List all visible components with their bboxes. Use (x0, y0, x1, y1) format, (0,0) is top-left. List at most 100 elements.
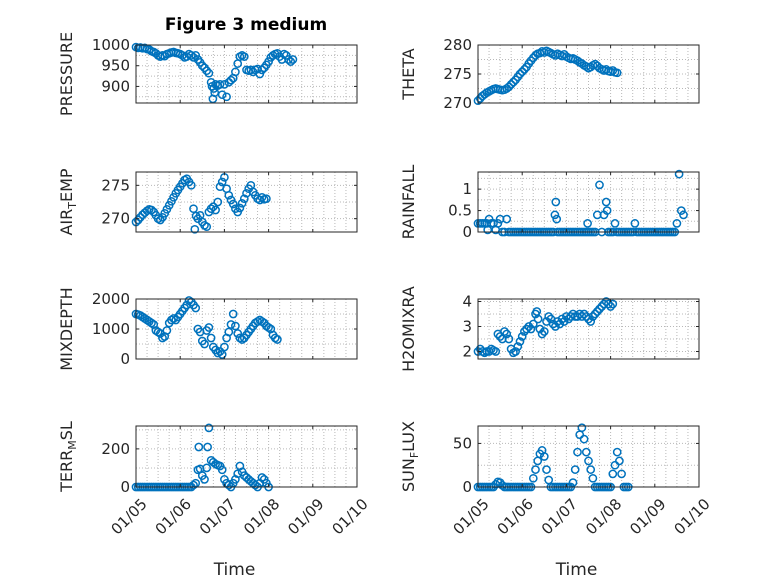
data-point (493, 219, 503, 228)
data-point (539, 327, 549, 336)
y-tick-label: 1000 (92, 36, 130, 54)
data-point (264, 57, 273, 66)
data-point (531, 51, 540, 60)
subplot-4-markers (131, 296, 282, 359)
data-point (511, 347, 520, 356)
data-point (502, 214, 512, 224)
data-point (213, 197, 223, 207)
y-tick-label: 0.5 (448, 202, 472, 220)
y-tick-label: 270 (101, 210, 130, 228)
y-tick-label: 0 (120, 478, 130, 496)
data-point (528, 473, 538, 483)
data-point (504, 334, 514, 344)
data-point (189, 53, 198, 62)
data-point (674, 169, 684, 179)
y-axis-label-sun-flux: SUNFLUX (399, 421, 421, 492)
data-point (586, 465, 596, 474)
data-point (162, 326, 172, 335)
data-point (217, 177, 227, 187)
data-point (612, 68, 622, 78)
data-point (551, 197, 561, 207)
y-axis-label-pressure: PRESSURE (57, 32, 76, 116)
subplot-5-frame (477, 298, 700, 360)
subplot-h2omixra: 2 3 4 H2OMIXRA (399, 286, 700, 372)
data-point (206, 204, 216, 214)
subplot-3-grid (477, 172, 700, 233)
y-tick-label: 3 (462, 318, 472, 336)
data-point (203, 442, 212, 452)
data-point (579, 309, 589, 319)
data-point (579, 434, 589, 444)
data-point (581, 447, 591, 457)
y-tick-label: 4 (462, 293, 472, 311)
subplot-rainfall: 0 0.5 1 RAINFALL (399, 165, 700, 241)
data-point (559, 317, 569, 326)
subplot-pressure: 900 950 1000 PRESSURE (57, 32, 358, 116)
data-point (200, 339, 209, 349)
data-point (524, 322, 534, 331)
data-point (222, 92, 231, 102)
data-point (286, 57, 296, 66)
data-point (250, 480, 260, 490)
y-tick-label: 0 (462, 478, 472, 496)
data-point (217, 90, 227, 100)
data-point (210, 88, 220, 97)
y-axis-label-terr-msl: TERRMSL (57, 421, 79, 493)
data-point (570, 465, 580, 474)
data-point (228, 309, 238, 319)
data-point (615, 456, 624, 466)
data-point (136, 212, 145, 222)
y-tick-label: 900 (101, 77, 130, 95)
data-point (217, 465, 227, 475)
data-point (617, 469, 626, 479)
y-tick-label: 1000 (92, 320, 130, 338)
data-point (517, 67, 527, 77)
data-point (544, 312, 554, 321)
data-point (484, 214, 494, 224)
y-tick-label: 2000 (92, 290, 130, 308)
y-tick-label: 0 (120, 350, 130, 368)
subplot-2-markers (131, 172, 271, 234)
y-tick-label: 0 (462, 223, 472, 241)
data-point (189, 204, 198, 214)
data-point (226, 320, 236, 329)
data-point (528, 319, 538, 329)
data-point (197, 61, 207, 71)
data-point (610, 460, 620, 470)
data-point (588, 473, 598, 483)
data-point (220, 342, 229, 352)
y-tick-label: 270 (443, 94, 472, 112)
data-point (257, 473, 267, 482)
y-axis-label-h2omixra: H2OMIXRA (399, 286, 418, 372)
subplot-1-markers (473, 46, 622, 106)
data-point (228, 199, 238, 209)
data-point (515, 337, 525, 346)
data-point (483, 225, 493, 235)
subplot-3-frame (477, 171, 700, 233)
data-point (608, 469, 618, 479)
data-point (601, 197, 611, 207)
x-axis-label: Time (555, 560, 598, 580)
data-point (537, 329, 547, 339)
data-point (231, 67, 240, 77)
data-point (504, 82, 514, 92)
data-point (676, 206, 686, 215)
data-point (542, 465, 551, 474)
data-point (226, 75, 236, 85)
y-tick-label: 1 (462, 180, 472, 198)
data-point (189, 480, 198, 490)
data-point (194, 442, 204, 452)
data-point (211, 205, 220, 215)
data-point (217, 350, 227, 359)
data-point (573, 447, 582, 457)
data-point (190, 224, 200, 234)
data-point (202, 66, 212, 76)
data-point (552, 214, 562, 224)
data-point (610, 219, 620, 228)
data-point (555, 319, 565, 329)
data-point (147, 205, 156, 215)
data-point (202, 463, 212, 473)
data-point (520, 65, 529, 74)
y-tick-label: 2 (462, 343, 472, 361)
data-point (224, 190, 234, 200)
